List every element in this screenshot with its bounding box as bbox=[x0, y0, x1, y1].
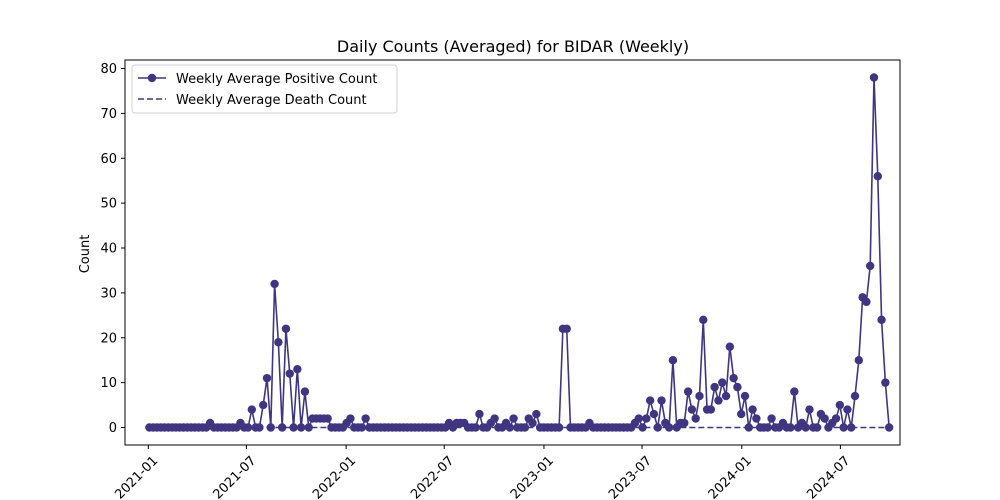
data-point-positive-count bbox=[634, 414, 643, 423]
data-point-positive-count bbox=[699, 315, 708, 325]
data-point-positive-count bbox=[270, 279, 279, 289]
data-point-positive-count bbox=[668, 355, 678, 365]
data-point-positive-count bbox=[805, 405, 814, 414]
legend-marker-positive-count bbox=[147, 73, 157, 83]
plot-frame bbox=[124, 59, 901, 446]
y-tick-label: 10 bbox=[100, 376, 117, 391]
data-point-positive-count bbox=[862, 297, 871, 307]
data-point-positive-count bbox=[691, 414, 700, 423]
data-point-positive-count bbox=[505, 423, 514, 432]
data-point-positive-count bbox=[718, 378, 727, 387]
data-point-positive-count bbox=[835, 400, 845, 410]
data-point-positive-count bbox=[786, 423, 795, 432]
data-point-positive-count bbox=[657, 396, 666, 405]
data-point-positive-count bbox=[683, 387, 693, 396]
data-point-positive-count bbox=[653, 423, 662, 432]
data-point-positive-count bbox=[881, 378, 890, 387]
data-point-positive-count bbox=[247, 405, 257, 414]
y-tick-label: 60 bbox=[100, 152, 117, 167]
y-tick-label: 30 bbox=[100, 286, 117, 301]
data-point-positive-count bbox=[300, 387, 310, 396]
data-point-positive-count bbox=[733, 382, 742, 392]
data-point-positive-count bbox=[346, 414, 355, 423]
data-point-positive-count bbox=[847, 423, 856, 432]
data-point-positive-count bbox=[509, 414, 518, 423]
data-point-positive-count bbox=[725, 342, 735, 351]
data-point-positive-count bbox=[361, 414, 370, 423]
data-point-positive-count bbox=[706, 405, 716, 414]
data-point-positive-count bbox=[243, 423, 253, 432]
plot-area bbox=[145, 73, 894, 432]
data-point-positive-count bbox=[869, 73, 879, 82]
data-point-positive-count bbox=[323, 414, 332, 423]
data-point-positive-count bbox=[554, 423, 564, 432]
data-point-positive-count bbox=[748, 405, 757, 414]
data-point-positive-count bbox=[277, 423, 287, 432]
y-tick-label: 0 bbox=[109, 421, 117, 436]
data-point-positive-count bbox=[687, 405, 697, 414]
data-point-positive-count bbox=[528, 418, 537, 428]
data-point-positive-count bbox=[475, 409, 484, 419]
data-point-positive-count bbox=[729, 373, 738, 383]
data-point-positive-count bbox=[714, 396, 723, 405]
data-point-positive-count bbox=[812, 423, 822, 432]
data-point-positive-count bbox=[763, 423, 772, 432]
legend: Weekly Average Positive Count Weekly Aver… bbox=[131, 64, 398, 114]
data-point-positive-count bbox=[843, 405, 852, 414]
data-point-positive-count bbox=[532, 409, 541, 419]
data-point-positive-count bbox=[490, 414, 499, 423]
data-point-positive-count bbox=[721, 391, 731, 401]
data-point-positive-count bbox=[266, 423, 275, 432]
data-point-positive-count bbox=[285, 369, 294, 378]
data-point-positive-count bbox=[839, 423, 848, 432]
data-point-positive-count bbox=[831, 414, 841, 423]
data-point-positive-count bbox=[357, 423, 367, 432]
data-point-positive-count bbox=[664, 423, 674, 432]
y-tick-label: 20 bbox=[100, 331, 117, 346]
data-point-positive-count bbox=[520, 423, 530, 432]
data-point-positive-count bbox=[877, 315, 886, 325]
data-point-positive-count bbox=[873, 172, 882, 181]
data-point-positive-count bbox=[293, 364, 302, 374]
data-point-positive-count bbox=[820, 414, 829, 423]
legend-label-positive-count: Weekly Average Positive Count bbox=[176, 72, 377, 87]
data-point-positive-count bbox=[471, 423, 480, 432]
data-point-positive-count bbox=[642, 414, 651, 423]
y-tick-label: 50 bbox=[100, 197, 117, 212]
data-point-positive-count bbox=[854, 355, 864, 365]
data-point-positive-count bbox=[744, 423, 753, 432]
chart-title: Daily Counts (Averaged) for BIDAR (Weekl… bbox=[337, 37, 689, 56]
legend-box bbox=[131, 64, 398, 114]
data-point-positive-count bbox=[304, 423, 313, 432]
data-point-positive-count bbox=[262, 373, 272, 383]
data-point-positive-count bbox=[884, 423, 894, 432]
data-point-positive-count bbox=[850, 391, 860, 401]
data-point-positive-count bbox=[274, 338, 283, 347]
data-point-positive-count bbox=[695, 391, 704, 401]
data-point-positive-count bbox=[255, 423, 264, 432]
y-tick-label: 40 bbox=[100, 242, 117, 257]
y-axis-label: Count bbox=[78, 235, 93, 274]
data-point-positive-count bbox=[801, 423, 810, 432]
data-point-positive-count bbox=[740, 391, 750, 401]
data-point-positive-count bbox=[767, 414, 776, 423]
data-point-positive-count bbox=[649, 409, 659, 419]
y-tick-label: 80 bbox=[100, 62, 117, 77]
data-point-positive-count bbox=[737, 409, 746, 419]
data-point-positive-count bbox=[680, 418, 689, 428]
data-point-positive-count bbox=[865, 261, 875, 271]
data-point-positive-count bbox=[752, 414, 761, 423]
legend-label-death-count: Weekly Average Death Count bbox=[176, 93, 367, 108]
data-point-positive-count bbox=[289, 423, 298, 432]
data-point-positive-count bbox=[638, 423, 647, 432]
data-point-positive-count bbox=[259, 400, 268, 410]
y-tick-label: 70 bbox=[100, 107, 117, 122]
data-point-positive-count bbox=[562, 324, 571, 333]
data-point-positive-count bbox=[281, 324, 291, 333]
data-point-positive-count bbox=[645, 396, 655, 405]
data-point-positive-count bbox=[296, 423, 306, 432]
data-point-positive-count bbox=[710, 382, 719, 392]
data-point-positive-count bbox=[790, 387, 799, 396]
